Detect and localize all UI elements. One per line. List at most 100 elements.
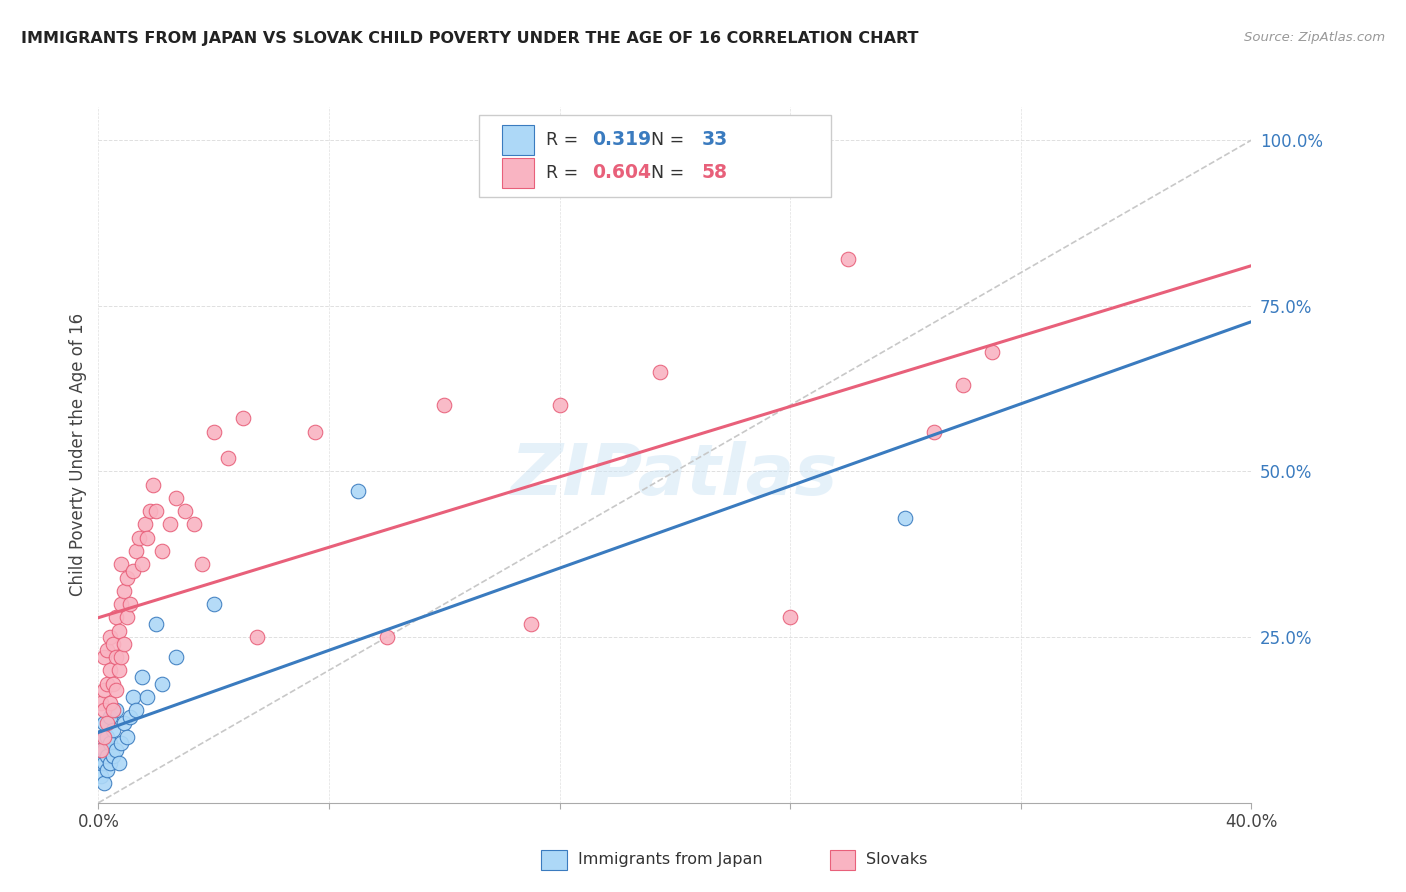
Point	[93, 743, 115, 757]
Point	[650, 365, 672, 379]
Text: 58: 58	[702, 163, 727, 183]
Text: ZIPatlas: ZIPatlas	[512, 442, 838, 510]
Point	[981, 345, 1004, 359]
Point	[142, 477, 165, 491]
Point	[101, 676, 124, 690]
Text: IMMIGRANTS FROM JAPAN VS SLOVAK CHILD POVERTY UNDER THE AGE OF 16 CORRELATION CH: IMMIGRANTS FROM JAPAN VS SLOVAK CHILD PO…	[21, 31, 918, 46]
Point	[134, 517, 156, 532]
Point	[107, 624, 129, 638]
Point	[90, 756, 112, 770]
Point	[131, 670, 153, 684]
Point	[165, 491, 187, 505]
Text: N =: N =	[640, 164, 690, 182]
Point	[98, 663, 121, 677]
Point	[136, 690, 159, 704]
Point	[110, 650, 132, 665]
Point	[104, 743, 127, 757]
Point	[110, 597, 132, 611]
Point	[90, 769, 112, 783]
Point	[139, 504, 162, 518]
Text: R =: R =	[546, 164, 583, 182]
Point	[110, 736, 132, 750]
Point	[346, 484, 368, 499]
Point	[93, 730, 115, 744]
Point	[120, 597, 142, 611]
Point	[104, 683, 127, 698]
Point	[93, 716, 115, 731]
Point	[96, 643, 118, 657]
Point	[107, 663, 129, 677]
Bar	[502, 159, 534, 187]
Point	[101, 703, 124, 717]
Point	[112, 583, 135, 598]
Point	[159, 517, 181, 532]
Point	[174, 504, 197, 518]
Point	[117, 610, 139, 624]
Text: 0.604: 0.604	[592, 163, 651, 183]
Point	[101, 749, 124, 764]
Point	[202, 597, 225, 611]
Point	[90, 743, 112, 757]
Text: 33: 33	[702, 130, 728, 149]
Point	[98, 736, 121, 750]
Point	[90, 743, 112, 757]
Point	[246, 630, 269, 644]
Point	[122, 564, 145, 578]
Point	[217, 451, 239, 466]
Point	[150, 544, 173, 558]
Point	[93, 756, 115, 770]
Point	[433, 398, 456, 412]
Point	[231, 411, 254, 425]
Point	[96, 763, 118, 777]
Point	[375, 630, 398, 644]
Point	[125, 703, 148, 717]
Point	[96, 716, 118, 731]
Point	[93, 650, 115, 665]
Point	[104, 703, 127, 717]
Point	[107, 756, 129, 770]
Point	[125, 544, 148, 558]
Point	[304, 425, 326, 439]
Point	[98, 756, 121, 770]
Point	[145, 616, 167, 631]
Point	[98, 630, 121, 644]
Y-axis label: Child Poverty Under the Age of 16: Child Poverty Under the Age of 16	[69, 313, 87, 597]
Point	[136, 531, 159, 545]
Point	[112, 637, 135, 651]
Point	[96, 730, 118, 744]
Text: Slovaks: Slovaks	[866, 853, 928, 867]
Point	[165, 650, 187, 665]
Point	[110, 558, 132, 572]
Point	[191, 558, 214, 572]
Point	[183, 517, 205, 532]
Point	[98, 697, 121, 711]
Point	[96, 676, 118, 690]
Point	[98, 709, 121, 723]
Point	[779, 610, 801, 624]
Point	[952, 378, 974, 392]
Point	[112, 716, 135, 731]
Point	[101, 637, 124, 651]
Text: R =: R =	[546, 131, 583, 149]
Point	[90, 730, 112, 744]
Text: Immigrants from Japan: Immigrants from Japan	[578, 853, 762, 867]
Point	[131, 558, 153, 572]
Point	[894, 511, 917, 525]
Text: 0.319: 0.319	[592, 130, 651, 149]
Point	[122, 690, 145, 704]
Point	[93, 683, 115, 698]
Point	[93, 703, 115, 717]
Point	[93, 776, 115, 790]
Point	[548, 398, 571, 412]
Point	[120, 709, 142, 723]
Bar	[502, 125, 534, 154]
Point	[837, 252, 859, 267]
Point	[117, 730, 139, 744]
Point	[96, 749, 118, 764]
Point	[117, 570, 139, 584]
Point	[520, 616, 543, 631]
Point	[924, 425, 946, 439]
Point	[202, 425, 225, 439]
Text: N =: N =	[640, 131, 690, 149]
FancyBboxPatch shape	[479, 115, 831, 197]
